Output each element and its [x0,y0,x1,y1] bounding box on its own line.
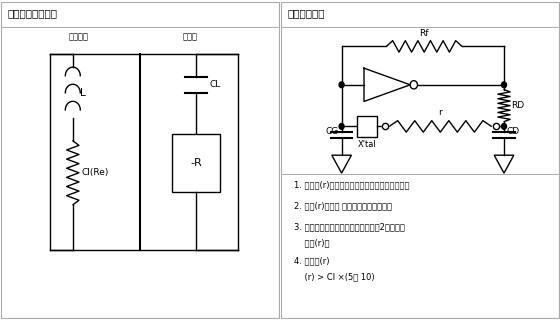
Text: 3. 当振荡刚启动（或停止）时，如（2）所述，: 3. 当振荡刚启动（或停止）时，如（2）所述， [294,222,405,231]
Text: r: r [438,108,442,117]
Text: CG: CG [325,127,339,136]
Text: -R: -R [190,158,202,168]
Circle shape [339,124,344,129]
Text: X'tal: X'tal [357,140,376,149]
Text: CL: CL [210,80,221,89]
Bar [172,134,220,192]
Text: 振荡器: 振荡器 [183,33,198,42]
Circle shape [502,82,506,88]
Text: 晶体单元和振荡器: 晶体单元和振荡器 [7,8,57,18]
Text: L: L [80,88,86,98]
Text: 晶体单元: 晶体单元 [68,33,88,42]
Text: (r) > CI ×(5至 10): (r) > CI ×(5至 10) [294,272,375,281]
Circle shape [502,124,506,129]
Polygon shape [494,155,514,173]
Text: 2. 调整(r)，使得 振荡发生（或停止）。: 2. 调整(r)，使得 振荡发生（或停止）。 [294,202,392,211]
Text: 测量(r)。: 测量(r)。 [294,238,329,247]
Text: 1. 将电阵(r)跟晶体单元按串联方式连接到电路。: 1. 将电阵(r)跟晶体单元按串联方式连接到电路。 [294,181,409,190]
Text: Rf: Rf [419,29,429,38]
Polygon shape [332,155,352,173]
Circle shape [410,81,418,89]
Circle shape [339,82,344,88]
Text: Cl(Re): Cl(Re) [81,168,109,177]
Text: 负极电阵检查: 负极电阵检查 [287,8,324,18]
Text: CD: CD [507,127,520,136]
Bar [357,116,376,137]
Text: RD: RD [511,101,524,110]
Text: 4. 推荐的(r): 4. 推荐的(r) [294,256,329,265]
